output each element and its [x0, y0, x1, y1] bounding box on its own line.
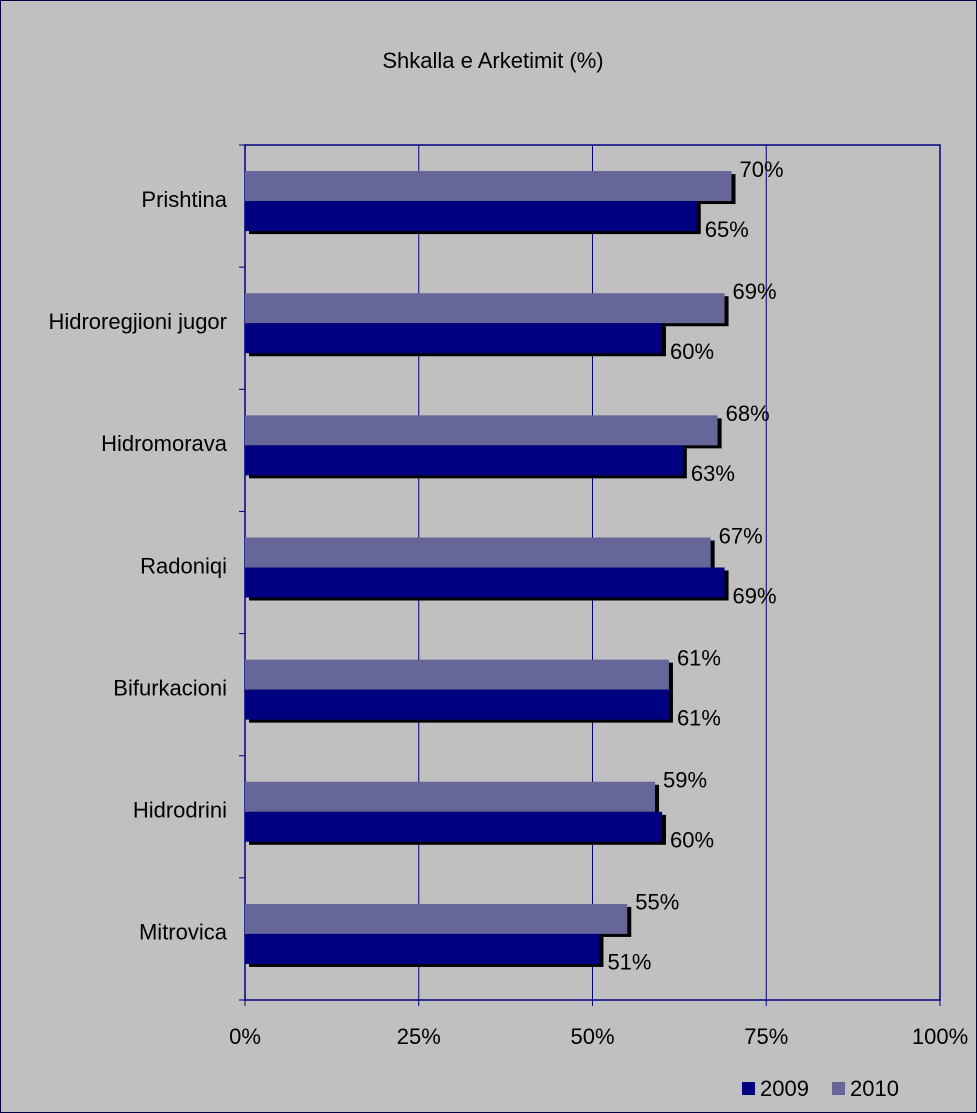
bar — [245, 689, 669, 720]
bar — [245, 445, 683, 476]
legend-swatch — [742, 1082, 755, 1095]
bar — [245, 537, 711, 568]
data-label: 65% — [705, 217, 749, 242]
y-tick-label: Bifurkacioni — [113, 675, 227, 700]
x-tick-label: 50% — [570, 1024, 614, 1049]
chart-title: Shkalla e Arketimit (%) — [382, 48, 603, 73]
bar — [245, 781, 656, 812]
data-label: 68% — [726, 401, 770, 426]
y-tick-label: Prishtina — [141, 187, 227, 212]
legend-label: 2009 — [760, 1076, 809, 1101]
data-label: 61% — [677, 705, 721, 730]
data-label: 60% — [670, 339, 714, 364]
x-tick-label: 100% — [912, 1024, 968, 1049]
bar — [245, 171, 732, 202]
data-label: 55% — [635, 890, 679, 915]
data-label: 51% — [607, 950, 651, 975]
bar — [245, 201, 697, 232]
x-tick-label: 0% — [229, 1024, 261, 1049]
bar — [245, 567, 725, 598]
bar — [245, 323, 662, 354]
bar — [245, 659, 669, 690]
data-label: 63% — [691, 461, 735, 486]
y-tick-label: Mitrovica — [139, 920, 228, 945]
y-tick-label: Hidroregjioni jugor — [48, 309, 227, 334]
data-label: 67% — [719, 523, 763, 548]
data-label: 60% — [670, 828, 714, 853]
bar — [245, 933, 600, 964]
y-tick-label: Hidrodrini — [133, 798, 227, 823]
legend-label: 2010 — [850, 1076, 899, 1101]
data-label: 59% — [663, 768, 707, 793]
bar — [245, 293, 725, 324]
bar — [245, 903, 628, 934]
y-tick-label: Radoniqi — [140, 553, 227, 578]
x-tick-label: 75% — [744, 1024, 788, 1049]
data-label: 69% — [733, 583, 777, 608]
y-tick-label: Hidromorava — [101, 431, 228, 456]
bar — [245, 415, 718, 446]
x-tick-label: 25% — [397, 1024, 441, 1049]
data-label: 61% — [677, 645, 721, 670]
data-label: 70% — [740, 157, 784, 182]
data-label: 69% — [733, 279, 777, 304]
bar — [245, 811, 662, 842]
legend-swatch — [832, 1082, 845, 1095]
